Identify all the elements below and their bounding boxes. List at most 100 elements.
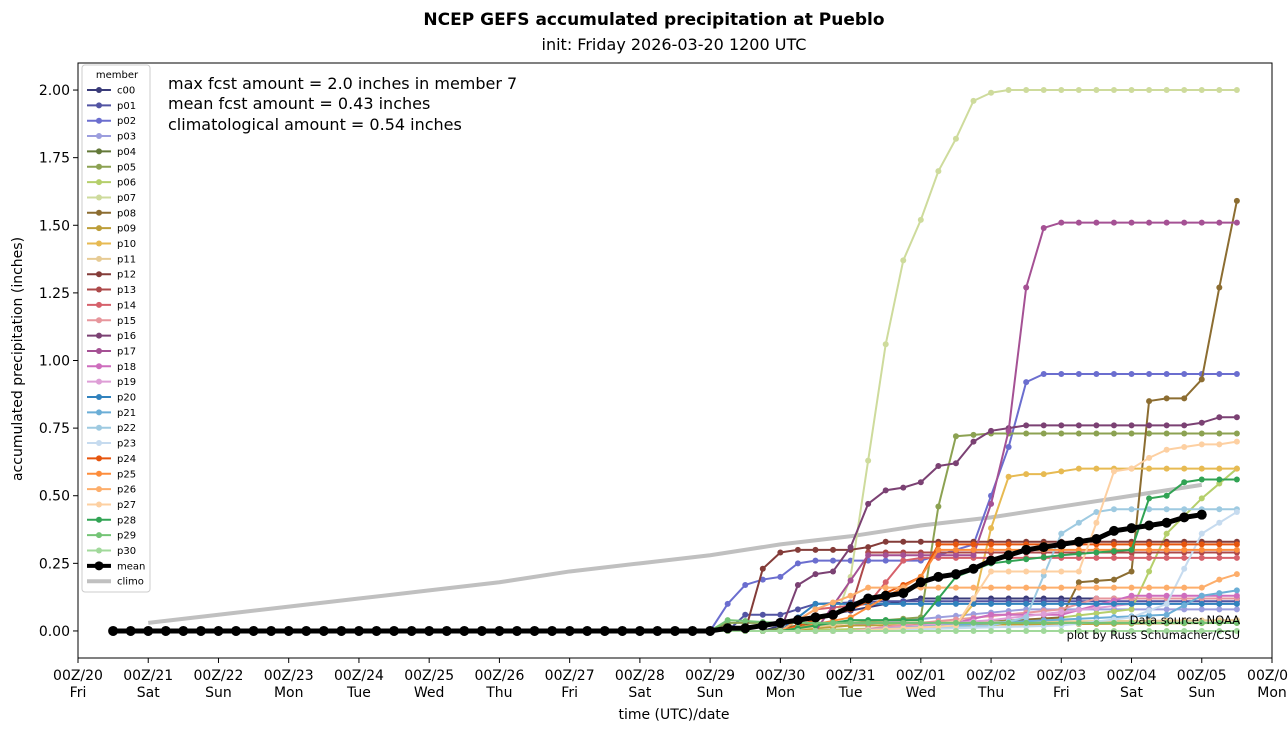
member-p25-point: [1181, 546, 1188, 553]
mean-point: [599, 625, 610, 636]
x-tick-label-time: 00Z/03: [1036, 668, 1086, 684]
member-p28-point: [1146, 495, 1153, 502]
member-p08-point: [1128, 568, 1135, 575]
member-p26-point: [1110, 584, 1117, 591]
legend-marker: [96, 301, 102, 308]
legend-entry-p29: p29: [87, 531, 136, 542]
member-p29-point: [1128, 619, 1135, 626]
member-p07-point: [970, 97, 977, 104]
legend-label: p29: [117, 531, 136, 542]
legend-marker: [96, 286, 102, 293]
member-p12-point: [794, 546, 801, 553]
legend-marker: [96, 271, 102, 278]
mean-point: [1003, 550, 1014, 561]
member-p30-point: [1110, 627, 1117, 634]
member-p29-point: [1181, 619, 1188, 626]
mean-point: [1021, 544, 1032, 555]
mean-point: [1144, 520, 1155, 531]
member-p27-point: [1163, 446, 1170, 453]
member-p26-point: [988, 584, 995, 591]
member-p16-point: [794, 581, 801, 588]
member-p02-point: [830, 557, 837, 564]
member-p26-point: [882, 584, 889, 591]
member-p17-point: [1216, 219, 1223, 226]
x-tick-label-time: 00Z/02: [966, 668, 1016, 684]
member-p17-point: [1058, 219, 1065, 226]
legend-entry-p05: p05: [87, 162, 136, 173]
member-p30-point: [847, 627, 854, 634]
member-p17-point: [1023, 284, 1030, 291]
member-p30-point: [865, 627, 872, 634]
member-p08-point: [1198, 376, 1205, 383]
member-p20-point: [988, 600, 995, 607]
member-p14-point: [1198, 554, 1205, 561]
member-p07-point: [1040, 87, 1047, 94]
member-p24-point: [1233, 541, 1240, 548]
y-axis: 0.00 0.25 0.50 0.75 1.00 1.25 1.50 1.75 2.00: [39, 83, 78, 640]
member-p05-point: [935, 503, 942, 510]
member-p14-point: [1128, 554, 1135, 561]
member-p07-point: [865, 457, 872, 464]
legend-marker: [94, 561, 104, 571]
member-p16-point: [1110, 422, 1117, 429]
legend-entry-p26: p26: [87, 485, 136, 496]
member-p22-point: [1163, 506, 1170, 513]
member-p01-point: [759, 611, 766, 618]
member-p28-point: [1093, 549, 1100, 556]
mean-point: [617, 625, 628, 636]
mean-point: [845, 601, 856, 612]
legend-entry-p21: p21: [87, 408, 136, 419]
legend-label: p10: [117, 239, 136, 250]
member-p05-point: [1058, 430, 1065, 437]
member-p16-point: [935, 462, 942, 469]
member-p30-point: [1128, 627, 1135, 634]
member-p28-point: [1233, 476, 1240, 483]
member-p17-point: [917, 552, 924, 559]
x-axis-label: time (UTC)/date: [618, 707, 729, 723]
member-p05-point: [1233, 430, 1240, 437]
member-p10-point: [1146, 465, 1153, 472]
x-tick-label-day: Tue: [346, 685, 371, 701]
member-p14-point: [1181, 554, 1188, 561]
member-p20-point: [1023, 600, 1030, 607]
member-p23-point: [1181, 565, 1188, 572]
member-p10-point: [1181, 465, 1188, 472]
legend-label: p05: [117, 162, 136, 173]
member-p25-point: [1233, 546, 1240, 553]
member-p22-point: [1181, 506, 1188, 513]
member-p03-point: [1198, 606, 1205, 613]
member-p02-point: [882, 557, 889, 564]
legend-label: p27: [117, 500, 136, 511]
member-p02-point: [1216, 371, 1223, 378]
member-p12-point: [830, 546, 837, 553]
member-p16-point: [1040, 422, 1047, 429]
legend-marker: [96, 148, 102, 155]
member-p17-point: [900, 552, 907, 559]
legend-marker: [96, 240, 102, 247]
member-p14-point: [1233, 554, 1240, 561]
y-tick-label: 0.75: [39, 421, 70, 437]
member-p20-point: [1146, 600, 1153, 607]
member-p08-point: [1216, 284, 1223, 291]
member-p12-point: [865, 544, 872, 551]
member-p21-point: [1198, 592, 1205, 599]
member-p29-point: [865, 619, 872, 626]
member-p26-point: [830, 599, 837, 606]
mean-line: [113, 512, 1203, 634]
legend-label: p24: [117, 454, 136, 465]
member-p08-line: [113, 200, 1238, 632]
mean-forecast-annotation: mean fcst amount = 0.43 inches: [168, 94, 430, 113]
member-p28-point: [1163, 492, 1170, 499]
member-p18-point: [1181, 592, 1188, 599]
mean-point: [406, 625, 417, 636]
mean-point: [529, 625, 540, 636]
legend-entry-p16: p16: [87, 331, 136, 342]
member-p30-point: [830, 627, 837, 634]
mean-point: [213, 625, 224, 636]
member-p10-point: [988, 525, 995, 532]
member-p26-point: [812, 606, 819, 613]
member-p16-point: [1093, 422, 1100, 429]
mean-point: [564, 625, 575, 636]
x-tick-label-day: Mon: [274, 685, 304, 701]
member-p30-point: [1058, 627, 1065, 634]
